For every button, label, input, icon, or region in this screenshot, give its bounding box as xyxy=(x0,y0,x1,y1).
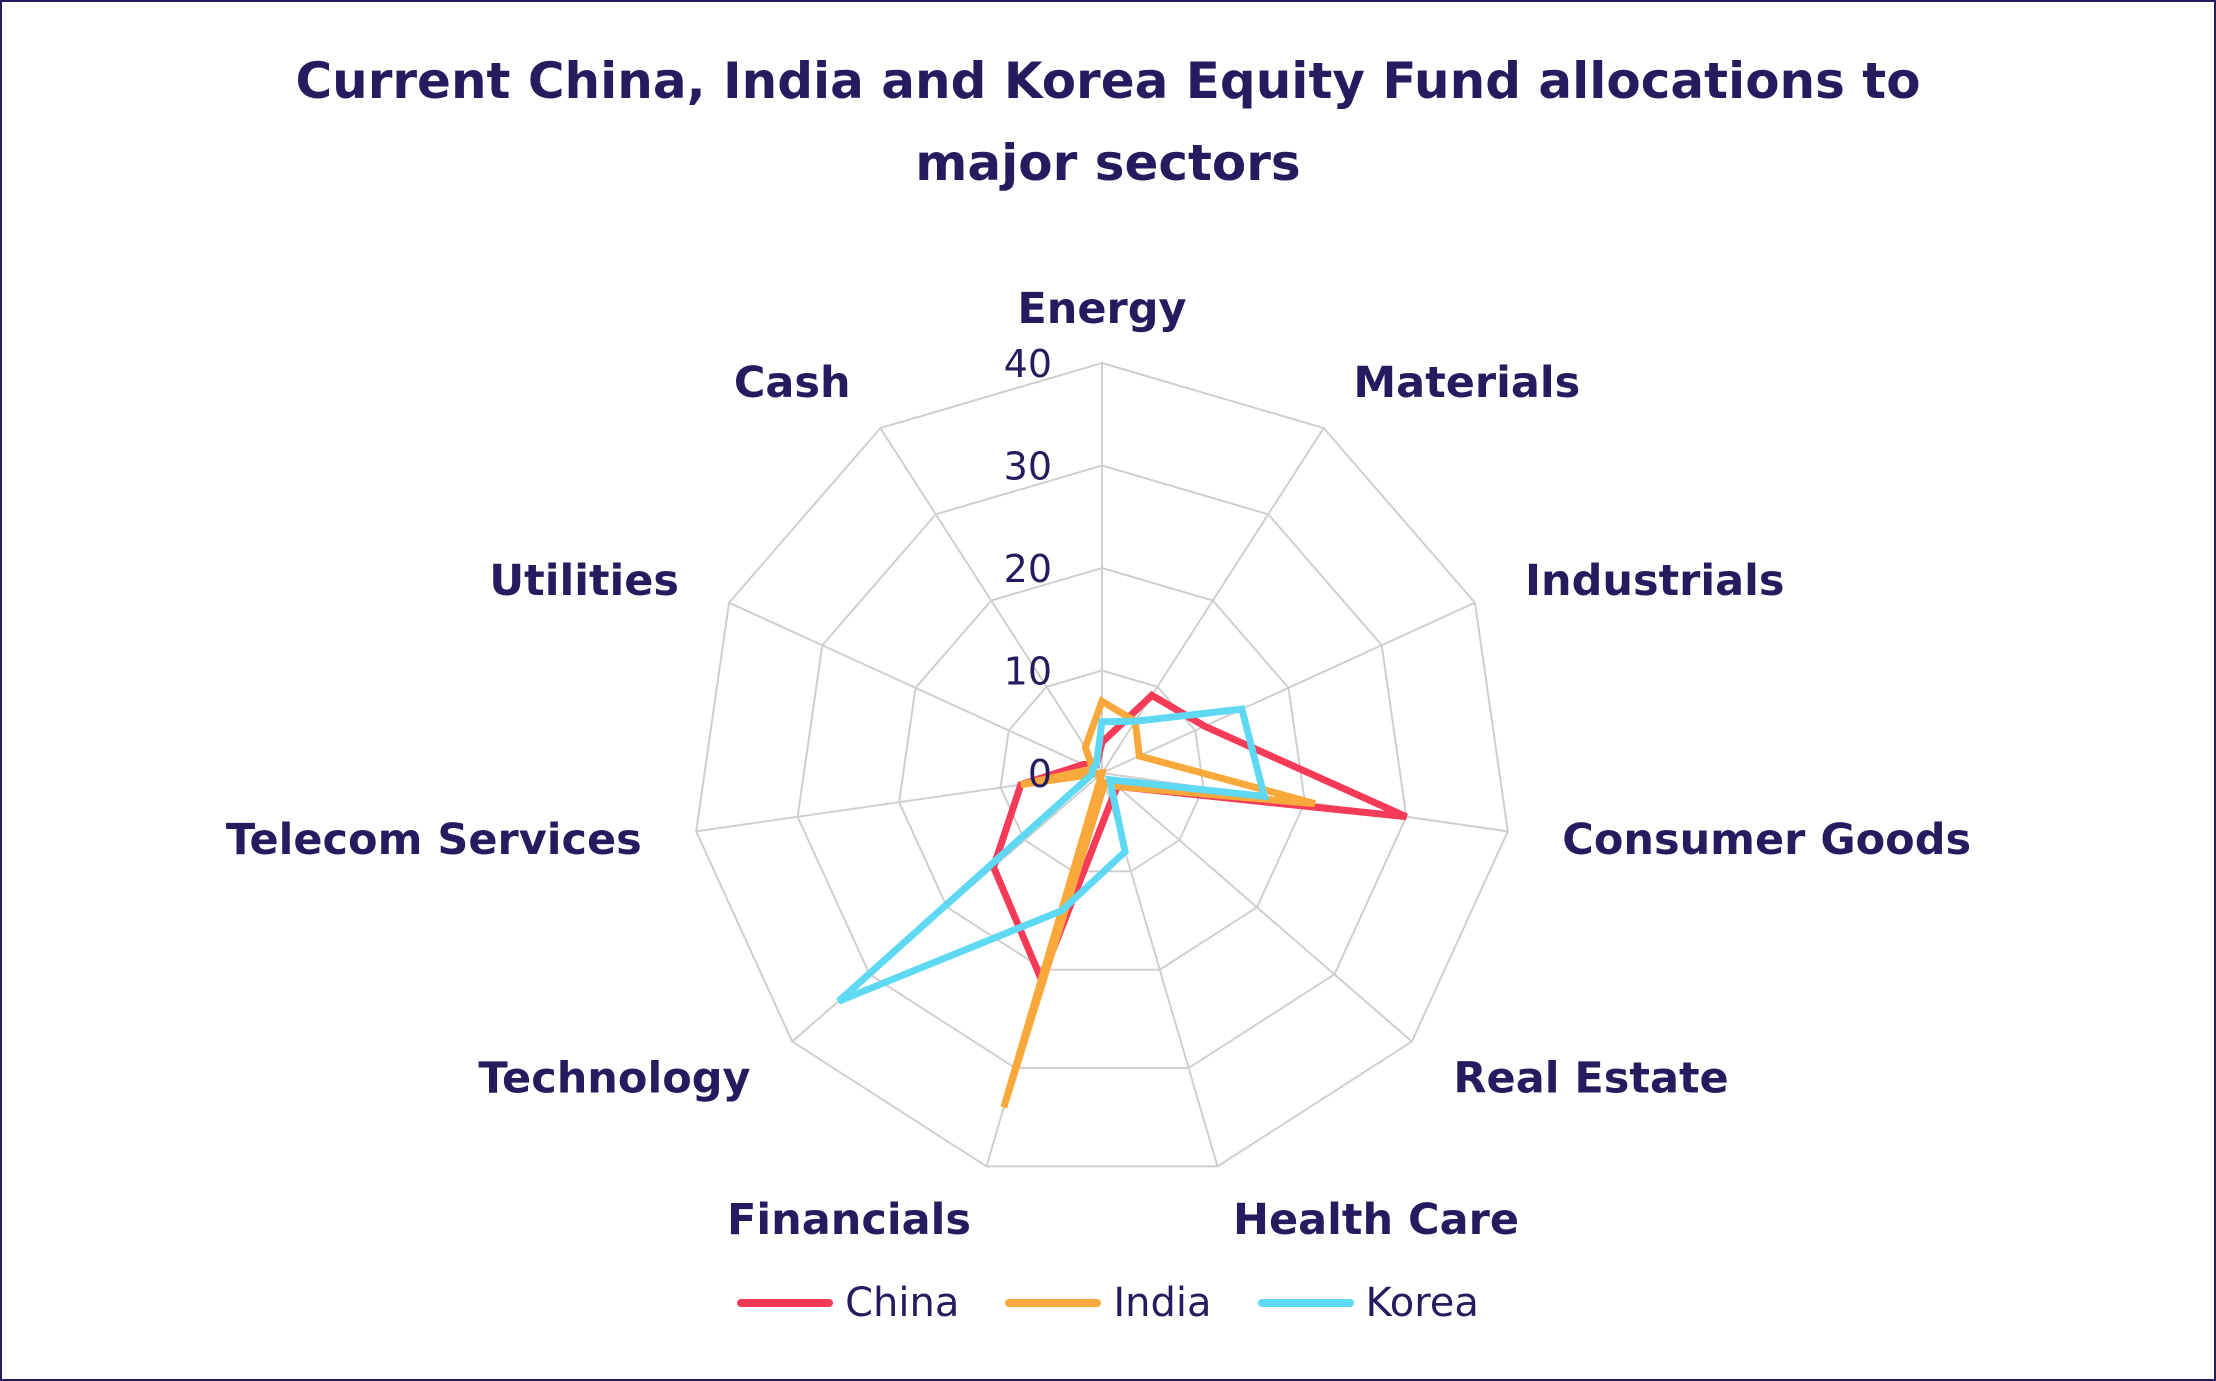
tick-label-10: 10 xyxy=(1004,650,1052,694)
point-india-technology xyxy=(1101,772,1103,774)
radar-axis-labels: Energy Materials Industrials Consumer Goods… xyxy=(226,284,1971,1245)
axis-label-consumer-goods: Consumer Goods xyxy=(1562,815,1971,865)
legend-label-korea: Korea xyxy=(1365,1280,1479,1326)
point-india-industrials xyxy=(1138,755,1140,757)
tick-label-20: 20 xyxy=(1004,547,1052,591)
point-korea-technology xyxy=(838,1000,840,1002)
spoke-industrials xyxy=(1101,601,1476,774)
point-india-real-estate xyxy=(1116,785,1118,787)
legend-swatch-india xyxy=(1005,1299,1102,1307)
axis-label-industrials: Industrials xyxy=(1525,556,1784,606)
axis-label-cash: Cash xyxy=(734,358,851,408)
point-china-utilities xyxy=(1082,763,1084,765)
point-india-health-care xyxy=(1104,782,1106,784)
point-korea-consumer-goods xyxy=(1263,795,1265,797)
spoke-utilities xyxy=(728,601,1103,774)
point-india-financials xyxy=(1003,1106,1005,1108)
tick-label-30: 30 xyxy=(1004,445,1052,489)
chart-title-line-2: major sectors xyxy=(915,134,1301,192)
series-line-korea xyxy=(836,705,1269,1005)
axis-label-materials: Materials xyxy=(1353,358,1580,408)
point-india-cash xyxy=(1084,746,1086,748)
legend-label-india: India xyxy=(1113,1280,1212,1326)
spoke-cash xyxy=(879,427,1103,774)
tick-label-40: 40 xyxy=(1004,342,1052,386)
legend: China India Korea xyxy=(2,1280,2214,1326)
chart-title-line-1: Current China, India and Korea Equity Fu… xyxy=(295,52,1921,110)
point-india-energy xyxy=(1101,700,1103,702)
point-korea-materials xyxy=(1134,720,1136,722)
axis-label-real-estate: Real Estate xyxy=(1453,1054,1728,1104)
series-korea xyxy=(836,705,1269,1005)
radar-series xyxy=(836,691,1408,1109)
axis-label-telecom-services: Telecom Services xyxy=(226,815,642,865)
radar-spokes xyxy=(696,363,1508,1167)
legend-swatch-korea xyxy=(1257,1299,1354,1307)
grid-ring-40 xyxy=(695,361,1509,1168)
point-korea-cash xyxy=(1095,763,1097,765)
point-china-industrials xyxy=(1204,725,1206,727)
legend-item-india[interactable]: India xyxy=(1005,1280,1212,1326)
grid-ring-30 xyxy=(796,464,1408,1070)
point-china-materials xyxy=(1151,694,1153,696)
point-china-health-care xyxy=(1110,802,1112,804)
point-korea-financials xyxy=(1061,910,1063,912)
legend-label-china: China xyxy=(845,1280,960,1326)
point-korea-telecom-services xyxy=(1091,773,1093,775)
axis-label-health-care: Health Care xyxy=(1233,1195,1519,1245)
spoke-materials xyxy=(1101,427,1325,774)
point-india-consumer-goods xyxy=(1314,803,1316,805)
point-korea-industrials xyxy=(1241,708,1243,710)
point-korea-energy xyxy=(1101,721,1103,723)
tick-label-0: 0 xyxy=(1028,752,1052,796)
point-korea-utilities xyxy=(1092,768,1094,770)
legend-item-korea[interactable]: Korea xyxy=(1257,1280,1479,1326)
axis-label-utilities: Utilities xyxy=(489,556,679,606)
radar-tick-labels: 0 10 20 30 40 xyxy=(1004,342,1052,796)
legend-item-china[interactable]: China xyxy=(737,1280,959,1326)
point-india-telecom-services xyxy=(1020,784,1022,786)
legend-swatch-china xyxy=(737,1299,834,1307)
series-line-china xyxy=(989,691,1408,989)
point-china-consumer-goods xyxy=(1405,816,1407,818)
grid-ring-20 xyxy=(898,566,1306,971)
axis-label-technology: Technology xyxy=(478,1054,750,1104)
point-korea-health-care xyxy=(1124,851,1126,853)
chart-title: Current China, India and Korea Equity Fu… xyxy=(2,40,2214,204)
spoke-real-estate xyxy=(1101,772,1413,1043)
axis-label-energy: Energy xyxy=(1017,284,1186,334)
point-korea-real-estate xyxy=(1109,779,1111,781)
axis-label-financials: Financials xyxy=(727,1195,971,1245)
